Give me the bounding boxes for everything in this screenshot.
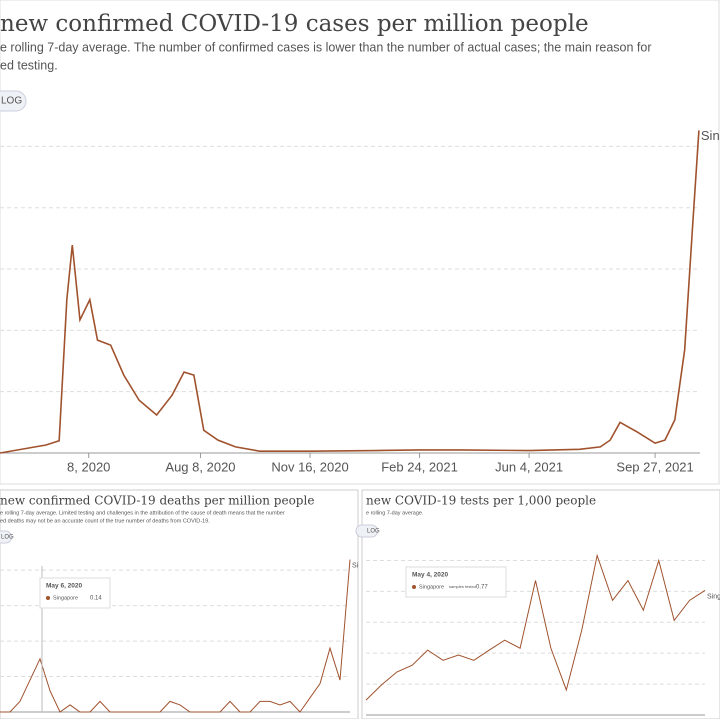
tooltip-value: 0.14 — [90, 596, 102, 602]
tooltip-date: May 4, 2020 — [412, 572, 449, 579]
tooltip-dot — [46, 596, 50, 600]
tooltip-dot — [412, 585, 416, 589]
series-label: Sin — [701, 128, 720, 143]
chart-title: new confirmed COVID-19 deaths per millio… — [0, 494, 314, 508]
log-button[interactable] — [355, 524, 379, 538]
log-button-label[interactable]: LOG — [367, 529, 380, 535]
tooltip-series: Singapore — [53, 595, 78, 601]
tooltip-date: May 6, 2020 — [46, 583, 83, 590]
series-line — [365, 553, 706, 701]
series-line — [0, 559, 351, 713]
chart-subtitle: e rolling 7-day average. — [366, 510, 424, 516]
log-button[interactable] — [0, 90, 27, 112]
x-tick-label: Nov 16, 2020 — [271, 459, 348, 474]
chart-subtitle: e rolling 7-day average. Limited testing… — [0, 510, 285, 516]
x-tick-label: Feb 24, 2021 — [381, 459, 458, 474]
x-tick-label: 8, 2020 — [67, 459, 110, 474]
log-button-label[interactable]: LOG — [1, 96, 22, 107]
chart-subtitle: ed testing. — [0, 58, 58, 72]
log-button[interactable] — [0, 530, 13, 544]
tooltip — [405, 566, 507, 598]
chart-title: new confirmed COVID-19 cases per million… — [0, 11, 589, 37]
series-label: Singa — [707, 593, 720, 600]
chart-subtitle: e rolling 7-day average. The number of c… — [0, 40, 652, 54]
x-tick-label: Jun 4, 2021 — [495, 459, 563, 474]
tooltip-unit: samples tested — [449, 584, 476, 589]
panel — [0, 489, 359, 719]
panel — [0, 0, 720, 485]
log-button-label[interactable]: LOG — [1, 535, 14, 541]
series-line — [0, 130, 700, 454]
series-label: Si — [352, 562, 359, 569]
panel — [361, 489, 720, 719]
x-tick-label: Sep 27, 2021 — [616, 459, 693, 474]
chart-subtitle: ed deaths may not be an accurate count o… — [0, 518, 210, 524]
tooltip — [39, 577, 111, 609]
tooltip-series: Singapore — [419, 584, 444, 590]
chart-title: new COVID-19 tests per 1,000 people — [366, 494, 596, 508]
x-tick-label: Aug 8, 2020 — [165, 459, 235, 474]
tooltip-value: 0.77 — [476, 585, 488, 591]
